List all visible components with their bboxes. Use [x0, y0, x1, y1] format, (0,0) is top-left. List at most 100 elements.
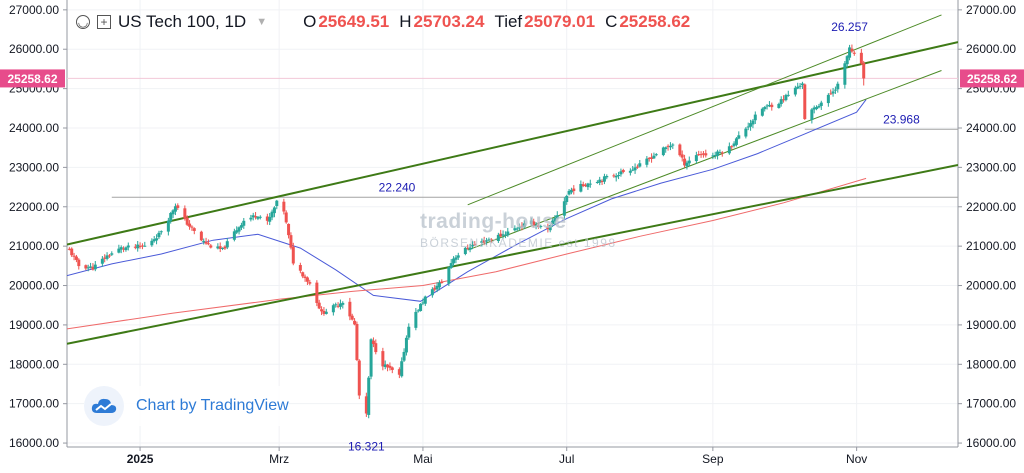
candle-body — [381, 351, 385, 367]
candle-body — [720, 152, 724, 154]
candle-body — [84, 265, 88, 269]
candle-body — [171, 210, 175, 215]
key-price-label: 16.321 — [348, 439, 385, 453]
candle-body — [452, 258, 456, 264]
candle-body — [449, 263, 453, 268]
candle-body — [371, 340, 375, 345]
candle-body — [614, 175, 618, 178]
candle-body — [812, 107, 816, 110]
candle-body — [765, 105, 769, 107]
candle-body — [784, 95, 788, 101]
candle-body — [628, 170, 632, 173]
candle-body — [763, 107, 767, 110]
candle-body — [529, 220, 533, 224]
candle-body — [718, 152, 722, 154]
candle-body — [501, 234, 505, 236]
candle-body — [694, 155, 698, 162]
candle-body — [826, 94, 830, 104]
eye-toggle-icon[interactable]: ◡ — [76, 15, 90, 29]
candle-body — [487, 239, 491, 241]
candle-body — [496, 234, 500, 241]
candle-body — [567, 190, 571, 195]
candle-body — [800, 83, 804, 86]
candle-body — [209, 245, 213, 248]
candle-body — [845, 56, 849, 65]
candle-body — [117, 248, 121, 253]
candle-body — [204, 241, 208, 244]
candle-body — [223, 246, 227, 249]
candle-body — [777, 103, 781, 108]
candle-body — [602, 176, 606, 182]
candle-body — [77, 259, 81, 267]
candle-body — [225, 241, 229, 248]
watermark: trading-house BÖRSENAKADEMIE est 1998 — [420, 210, 617, 250]
candle-body — [711, 155, 715, 157]
candle-body — [315, 282, 319, 303]
candle-body — [548, 225, 552, 231]
candle-body — [638, 163, 642, 167]
candle-body — [100, 258, 104, 264]
candle-body — [753, 114, 757, 121]
candle-body — [133, 246, 137, 248]
candle-body — [713, 155, 717, 157]
candle-body — [645, 158, 649, 165]
chart-legend: ◡ + US Tech 100, 1D ▼ O 25649.51 H 25703… — [76, 10, 690, 34]
candle-body — [103, 257, 107, 259]
high-value: 25703.24 — [413, 12, 485, 31]
chevron-down-icon[interactable]: ▼ — [256, 16, 268, 28]
candle-body — [796, 86, 800, 89]
candle-body — [579, 183, 583, 192]
candle-body — [140, 245, 144, 247]
candle-body — [734, 138, 738, 145]
candle-body — [419, 303, 423, 311]
candle-body — [454, 257, 458, 260]
candle-body — [258, 216, 262, 218]
candle-body — [588, 183, 592, 185]
candle-body — [850, 48, 854, 52]
candle-body — [829, 93, 833, 95]
candle-body — [605, 176, 609, 178]
price-axis-label-right: 16000.00 — [966, 436, 1016, 450]
candle-body — [793, 87, 797, 95]
candle-body — [553, 218, 557, 222]
candle-body — [86, 267, 90, 269]
candle-body — [265, 216, 269, 221]
candle-body — [770, 104, 774, 108]
plot-area — [67, 14, 958, 419]
candle-body — [216, 246, 220, 249]
candle-body — [848, 47, 852, 58]
price-axis-label-right: 17000.00 — [966, 397, 1016, 411]
tradingview-attribution[interactable]: Chart by TradingView — [84, 386, 289, 426]
candle-body — [836, 83, 840, 90]
candle-body — [532, 221, 536, 226]
candle-body — [305, 277, 309, 282]
candle-body — [386, 364, 390, 368]
candle-body — [423, 296, 427, 304]
candle-body — [89, 266, 93, 268]
trendline — [467, 14, 942, 206]
plus-icon[interactable]: + — [97, 15, 111, 29]
candle-body — [388, 365, 392, 368]
low-value: 25079.01 — [524, 12, 596, 31]
candle-body — [586, 183, 590, 188]
candle-body — [105, 255, 109, 259]
price-axis-label-right: 23000.00 — [966, 160, 1016, 174]
candle-body — [522, 223, 526, 228]
candle-body — [555, 215, 559, 219]
candle-body — [150, 240, 154, 246]
attribution-text[interactable]: Chart by TradingView — [136, 397, 289, 414]
candle-body — [569, 189, 573, 193]
candle-body — [782, 99, 786, 101]
candle-body — [218, 246, 222, 249]
candle-body — [237, 227, 241, 232]
last-price-badge-left-text: 25258.62 — [7, 72, 57, 86]
candle-body — [598, 179, 602, 183]
close-label: C — [605, 12, 618, 31]
price-axis-label-left: 22000.00 — [9, 200, 59, 214]
symbol-label[interactable]: US Tech 100, 1D — [118, 12, 247, 31]
candle-body — [798, 85, 802, 87]
candle-body — [562, 201, 566, 216]
candle-body — [289, 235, 293, 248]
